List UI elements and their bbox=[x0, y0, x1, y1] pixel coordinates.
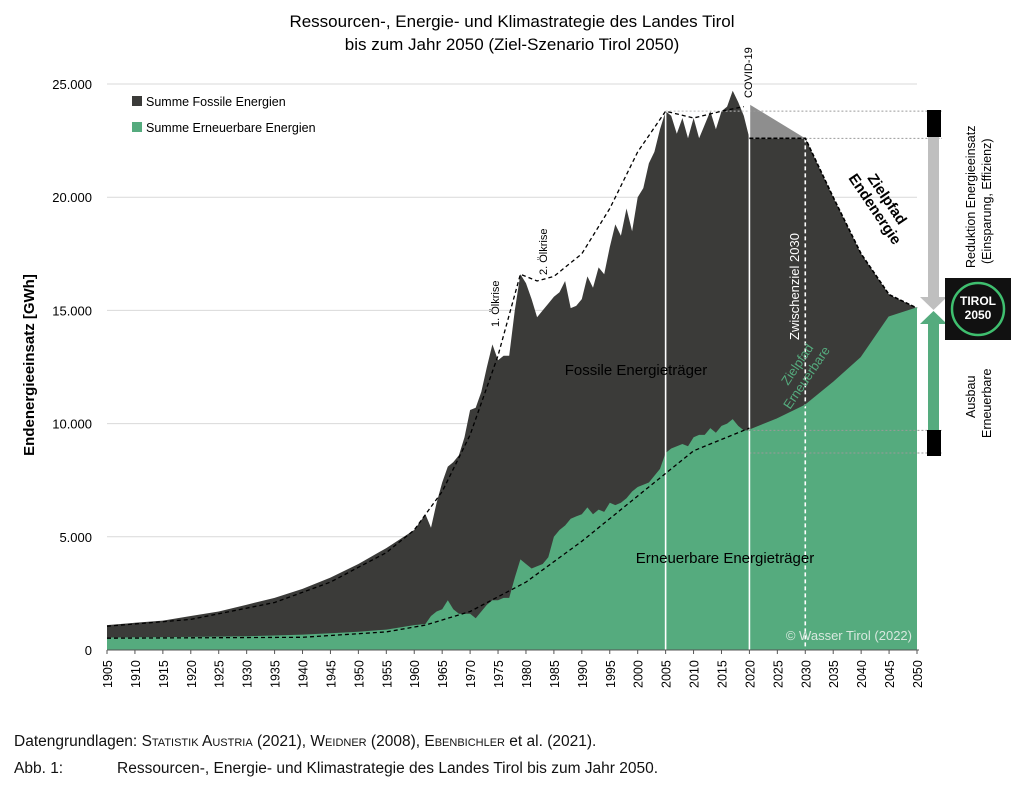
source-weidner: Weidner bbox=[310, 733, 367, 750]
ausbau-arrow-shaft bbox=[928, 324, 939, 430]
x-tick-label-1920: 1920 bbox=[185, 660, 199, 688]
x-tick-label-1955: 1955 bbox=[380, 660, 394, 688]
svg-text:TIROL: TIROL bbox=[960, 294, 996, 308]
figure-label: Abb. 1: bbox=[14, 760, 64, 777]
x-tick-label-1960: 1960 bbox=[408, 660, 422, 688]
chart-overlays bbox=[106, 102, 942, 650]
x-tick-label-1915: 1915 bbox=[157, 660, 171, 688]
legend-swatch-renewable bbox=[132, 122, 142, 132]
x-tick-label-1940: 1940 bbox=[297, 660, 311, 688]
y-tick-label-20000: 20.000 bbox=[52, 190, 92, 205]
label-ausbau-2: Erneuerbare bbox=[980, 368, 994, 438]
x-tick-label-1995: 1995 bbox=[604, 660, 618, 688]
reduktion-bar-top-marker bbox=[927, 110, 941, 137]
y-tick-label-10000: 10.000 bbox=[52, 417, 92, 432]
source-ebenbichler: Ebenbichler bbox=[424, 733, 505, 750]
x-tick-label-2015: 2015 bbox=[715, 660, 729, 688]
target-path-0 bbox=[749, 137, 918, 309]
x-tick-label-1910: 1910 bbox=[129, 660, 143, 688]
source-statistik-austria: Statistik Austria bbox=[141, 733, 253, 750]
ausbau-arrow-head bbox=[920, 311, 947, 324]
annotation-oelkrise-1: 1. Ölkrise bbox=[490, 281, 502, 327]
reduction-wedge bbox=[749, 104, 806, 139]
x-tick-label-1930: 1930 bbox=[241, 660, 255, 688]
x-tick-label-1970: 1970 bbox=[464, 660, 478, 688]
x-tick-label-2030: 2030 bbox=[799, 660, 813, 688]
x-tick-label-2025: 2025 bbox=[771, 660, 785, 688]
y-tick-label-0: 0 bbox=[85, 643, 92, 658]
legend-swatch-fossil bbox=[132, 96, 142, 106]
x-tick-label-1990: 1990 bbox=[576, 660, 590, 688]
x-tick-label-2005: 2005 bbox=[660, 660, 674, 688]
figure-text: Ressourcen-, Energie- und Klimastrategie… bbox=[117, 760, 659, 777]
label-renewable-area: Erneuerbare Energieträger bbox=[636, 550, 814, 567]
copyright-label: © Wasser Tirol (2022) bbox=[786, 628, 912, 643]
annotation-covid: COVID-19 bbox=[743, 47, 755, 98]
x-tick-label-1975: 1975 bbox=[492, 660, 506, 688]
label-reduktion-2: (Einsparung, Effizienz) bbox=[980, 138, 994, 264]
annotation-zwischenziel: Zwischenziel 2030 bbox=[787, 233, 802, 340]
x-tick-label-2020: 2020 bbox=[743, 660, 757, 688]
label-ausbau-1: Ausbau bbox=[964, 376, 978, 418]
x-tick-label-2045: 2045 bbox=[883, 660, 897, 688]
label-reduktion-1: Reduktion Energieeinsatz bbox=[964, 126, 978, 268]
svg-text:2050: 2050 bbox=[965, 308, 992, 322]
caption-figure: Abb. 1: Ressourcen-, Energie- und Klimast… bbox=[14, 760, 658, 778]
y-tick-label-5000: 5.000 bbox=[59, 530, 92, 545]
x-tick-label-2040: 2040 bbox=[855, 660, 869, 688]
caption-sources: Datengrundlagen: Statistik Austria (2021… bbox=[14, 733, 597, 750]
x-tick-label-1925: 1925 bbox=[213, 660, 227, 688]
area-series bbox=[107, 90, 917, 651]
label-fossil-area: Fossile Energieträger bbox=[565, 362, 708, 379]
target-path-1 bbox=[749, 307, 918, 432]
annotation-oelkrise-2: 2. Ölkrise bbox=[538, 229, 550, 275]
x-tick-label-1950: 1950 bbox=[352, 660, 366, 688]
legend-label-fossil: Summe Fossile Energien bbox=[146, 95, 286, 109]
ausbau-bar-bottom-marker bbox=[927, 430, 941, 456]
x-tick-label-1980: 1980 bbox=[520, 660, 534, 688]
chart-title: Ressourcen-, Energie- und Klimastrategie… bbox=[289, 12, 734, 31]
y-axis-label: Endenergieeinsatz [GWh] bbox=[21, 274, 38, 456]
x-tick-label-1945: 1945 bbox=[324, 660, 338, 688]
reduktion-arrow-head bbox=[920, 297, 947, 310]
tirol-2050-logo: TIROL 2050 bbox=[945, 278, 1011, 340]
x-tick-label-2010: 2010 bbox=[688, 660, 702, 688]
area-series-1 bbox=[107, 308, 917, 650]
y-tick-label-25000: 25.000 bbox=[52, 77, 92, 92]
x-tick-label-2050: 2050 bbox=[911, 660, 925, 688]
axes: 0 5.000 10.000 15.000 20.000 25.000 1905 1910 19… bbox=[52, 77, 925, 688]
x-tick-label-2000: 2000 bbox=[632, 660, 646, 688]
y-tick-label-15000: 15.000 bbox=[52, 303, 92, 318]
x-tick-label-1905: 1905 bbox=[101, 660, 115, 688]
x-tick-label-1935: 1935 bbox=[269, 660, 283, 688]
x-tick-label-2035: 2035 bbox=[827, 660, 841, 688]
x-tick-label-1965: 1965 bbox=[436, 660, 450, 688]
reduktion-arrow-shaft bbox=[928, 137, 939, 297]
x-tick-label-1985: 1985 bbox=[548, 660, 562, 688]
legend-label-renewable: Summe Erneuerbare Energien bbox=[146, 121, 316, 135]
chart-subtitle: bis zum Jahr 2050 (Ziel-Szenario Tirol 2… bbox=[345, 35, 679, 54]
